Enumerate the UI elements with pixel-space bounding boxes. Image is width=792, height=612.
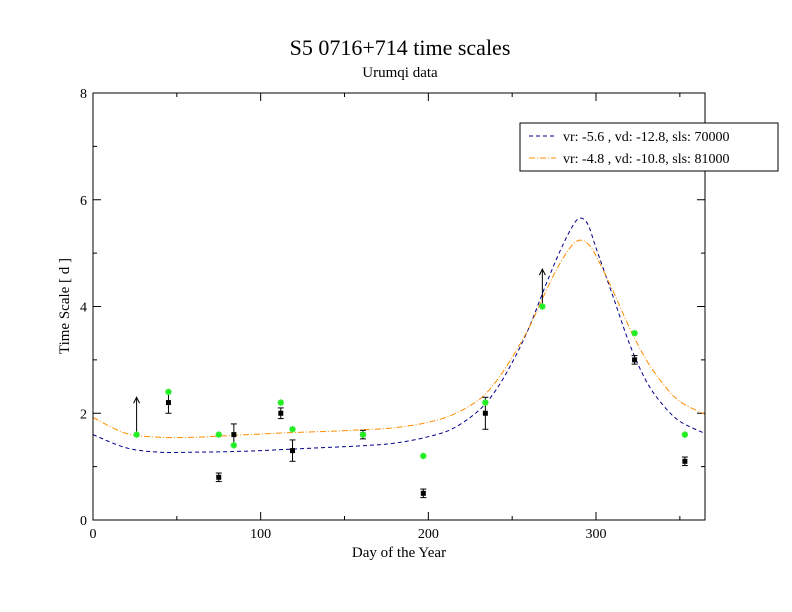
model-point — [539, 303, 546, 310]
lower-limit-arrowhead — [538, 268, 546, 276]
model-curves — [92, 217, 706, 454]
observed-point — [682, 458, 688, 464]
chart-title: S5 0716+714 time scales — [290, 35, 511, 60]
x-axis-label: Day of the Year — [352, 545, 446, 561]
model-point — [681, 431, 689, 438]
model-point-stroke — [215, 431, 222, 438]
observed-point — [216, 474, 222, 480]
lower-limit-arrowhead — [133, 396, 141, 404]
observed-point — [165, 400, 171, 406]
x-tick-label: 0 — [90, 527, 97, 542]
model-point — [482, 399, 489, 406]
model-point — [165, 388, 172, 396]
model-point — [133, 431, 140, 438]
model-point-stroke — [230, 442, 237, 449]
model-point-stroke — [133, 431, 140, 438]
model-point — [631, 329, 638, 337]
observed-point — [420, 490, 426, 496]
observed-point — [231, 432, 237, 438]
axis-ticks: 0 100 200 300 0 2 4 6 8 — [80, 87, 705, 542]
model-point — [289, 426, 296, 433]
model-point-stroke — [420, 453, 427, 459]
model-point — [230, 442, 238, 449]
observed-point — [632, 357, 638, 363]
model-curve-2 — [92, 239, 706, 439]
model-curve-1 — [92, 217, 706, 454]
model-point-stroke — [681, 431, 688, 438]
observed-point — [290, 448, 296, 454]
legend-label-series-2: vr: -4.8 , vd: -10.8, sls: 81000 — [563, 152, 729, 167]
observed-point — [482, 410, 488, 416]
model-point-stroke — [289, 426, 296, 433]
legend-label-series-1: vr: -5.6 , vd: -12.8, sls: 70000 — [563, 130, 729, 145]
legend: vr: -5.6 , vd: -12.8, sls: 70000 vr: -4.… — [519, 122, 779, 172]
x-tick-label: 300 — [586, 527, 607, 542]
model-point-stroke — [277, 399, 284, 406]
y-axis-label: Time Scale [ d ] — [57, 258, 73, 354]
x-tick-label: 200 — [418, 527, 439, 542]
model-point-stroke — [360, 431, 366, 438]
y-tick-label: 2 — [80, 407, 87, 422]
observed-point — [278, 410, 284, 416]
model-point-stroke — [482, 399, 489, 406]
legend-box — [519, 122, 779, 172]
model-point — [277, 399, 284, 406]
y-tick-label: 4 — [80, 301, 87, 316]
x-tick-label: 100 — [250, 527, 271, 542]
y-tick-label: 0 — [80, 514, 87, 529]
plot-frame — [92, 92, 706, 521]
model-point — [420, 452, 427, 460]
model-point-stroke — [631, 330, 638, 337]
model-point-stroke — [165, 389, 172, 395]
y-tick-label: 6 — [80, 194, 87, 209]
y-tick-label: 8 — [80, 87, 87, 102]
model-point — [215, 431, 222, 438]
data-points — [133, 268, 689, 499]
model-point — [359, 431, 367, 438]
model-point-stroke — [539, 303, 546, 310]
chart-subtitle: Urumqi data — [362, 65, 438, 81]
